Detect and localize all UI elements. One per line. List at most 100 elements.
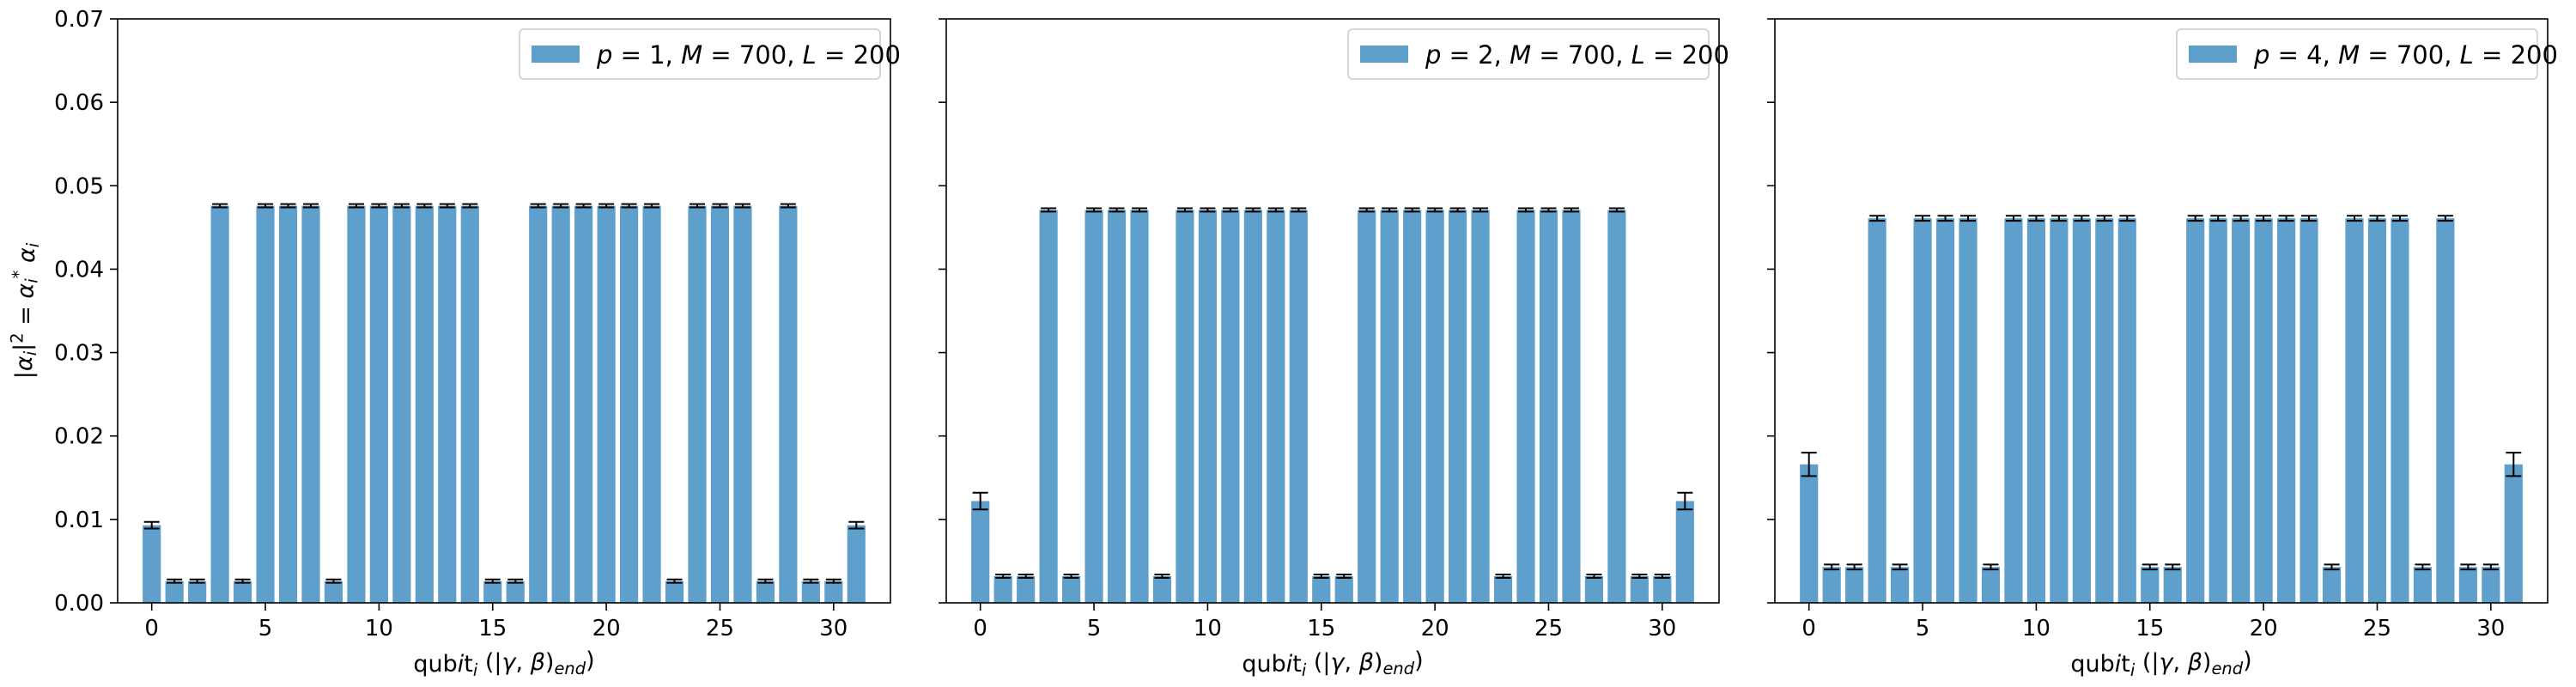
errorbar-qubit-4 — [1063, 573, 1079, 579]
errorbar-qubit-22 — [2301, 215, 2318, 222]
axes-frame — [1774, 18, 2549, 604]
x-axis-label: qubiti​ (|γ, β)end​) — [2070, 647, 2251, 680]
x-tick-label: 5 — [258, 616, 273, 641]
bar-qubit-14 — [2117, 218, 2136, 603]
errorbar-qubit-4 — [1892, 563, 1908, 571]
bar-qubit-11 — [2050, 218, 2069, 603]
bar-qubit-0 — [143, 525, 161, 603]
bar-qubit-25 — [1539, 210, 1558, 603]
legend-label: p = 2, M = 700, L = 200 — [1425, 40, 1729, 70]
bar-qubit-22 — [2300, 218, 2318, 603]
errorbar-qubit-5 — [258, 203, 274, 209]
y-tick-label: 0.04 — [54, 257, 104, 283]
bar-qubit-16 — [506, 581, 525, 603]
bar-qubit-10 — [2026, 218, 2045, 603]
bar-qubit-28 — [1607, 210, 1626, 603]
errorbar-qubit-13 — [439, 203, 455, 209]
errorbar-qubit-22 — [1473, 207, 1489, 213]
bar-qubit-23 — [665, 581, 684, 603]
errorbar-qubit-29 — [1631, 573, 1648, 579]
errorbar-qubit-27 — [757, 578, 774, 584]
errorbar-qubit-18 — [553, 203, 569, 209]
x-tick-label: 25 — [2363, 616, 2391, 641]
bar-qubit-4 — [1891, 567, 1910, 603]
errorbar-qubit-10 — [2028, 215, 2044, 222]
x-tick-label: 20 — [2250, 616, 2278, 641]
x-tick-label: 25 — [1534, 616, 1563, 641]
errorbar-qubit-15 — [2142, 563, 2158, 571]
bar-qubit-13 — [2095, 218, 2114, 603]
x-tick-label: 0 — [1801, 616, 1816, 641]
bar-qubit-20 — [597, 205, 616, 603]
x-tick-label: 5 — [1916, 616, 1930, 641]
errorbar-qubit-0 — [1801, 452, 1817, 477]
bar-qubit-31 — [847, 525, 866, 603]
errorbar-qubit-29 — [803, 578, 819, 584]
bar-qubit-9 — [2004, 218, 2023, 603]
bar-qubit-31 — [1675, 501, 1694, 603]
bar-qubit-3 — [1868, 218, 1886, 603]
bar-qubit-16 — [1334, 575, 1353, 603]
errorbar-qubit-28 — [1608, 207, 1625, 213]
bar-qubit-27 — [756, 581, 775, 603]
errorbar-qubit-14 — [2119, 215, 2136, 222]
legend: p = 2, M = 700, L = 200 — [1347, 28, 1729, 80]
errorbar-qubit-23 — [2324, 563, 2340, 571]
bar-qubit-19 — [2232, 218, 2251, 603]
x-tick-label: 25 — [706, 616, 734, 641]
bar-qubit-4 — [1062, 575, 1081, 603]
bar-qubit-5 — [1913, 218, 1932, 603]
errorbar-qubit-9 — [2005, 215, 2021, 222]
bar-qubit-7 — [1959, 218, 1978, 603]
x-tick-label: 15 — [2136, 616, 2164, 641]
x-tick-label: 30 — [1648, 616, 1676, 641]
errorbar-qubit-14 — [1291, 207, 1307, 213]
bar-qubit-8 — [1981, 567, 2001, 603]
errorbar-qubit-12 — [2074, 215, 2090, 222]
y-tick-label: 0.03 — [54, 341, 104, 367]
bar-qubit-23 — [2322, 567, 2342, 603]
bar-qubit-1 — [165, 581, 184, 603]
errorbar-qubit-2 — [189, 578, 205, 584]
bar-qubit-14 — [460, 205, 479, 603]
errorbar-qubit-3 — [212, 203, 228, 209]
errorbar-qubit-17 — [530, 203, 546, 209]
bar-qubit-26 — [733, 205, 752, 603]
errorbar-qubit-12 — [416, 203, 433, 209]
x-tick-label: 20 — [1421, 616, 1449, 641]
axes-frame — [945, 18, 1720, 604]
x-tick-label: 5 — [1087, 616, 1102, 641]
bar-qubit-21 — [1449, 210, 1467, 603]
errorbar-qubit-24 — [690, 203, 705, 209]
errorbar-qubit-25 — [2369, 215, 2385, 222]
bar-qubit-4 — [234, 581, 252, 603]
errorbar-qubit-26 — [2391, 215, 2408, 222]
bar-qubit-7 — [1130, 210, 1149, 603]
x-tick-label: 15 — [478, 616, 507, 641]
errorbar-qubit-29 — [2460, 563, 2476, 571]
errorbar-qubit-14 — [462, 203, 478, 209]
axes-frame — [117, 18, 891, 604]
errorbar-qubit-13 — [2096, 215, 2112, 222]
bar-qubit-10 — [369, 205, 388, 603]
bar-qubit-3 — [1039, 210, 1058, 603]
x-tick-label: 10 — [1194, 616, 1222, 641]
errorbar-qubit-30 — [2482, 563, 2499, 571]
bar-qubit-25 — [2367, 218, 2387, 603]
bar-qubit-21 — [2277, 218, 2296, 603]
errorbar-qubit-23 — [666, 578, 683, 584]
bar-qubit-8 — [324, 581, 343, 603]
bar-qubit-21 — [620, 205, 639, 603]
bar-qubit-19 — [574, 205, 593, 603]
errorbar-qubit-3 — [1869, 215, 1886, 222]
errorbar-qubit-0 — [143, 520, 160, 530]
legend: p = 4, M = 700, L = 200 — [2176, 28, 2558, 80]
errorbar-qubit-31 — [848, 520, 865, 530]
bar-qubit-9 — [347, 205, 366, 603]
errorbar-qubit-7 — [303, 203, 319, 209]
bar-qubit-18 — [1380, 210, 1399, 603]
bar-qubit-20 — [1425, 210, 1444, 603]
bar-qubit-1 — [1822, 567, 1841, 603]
errorbar-qubit-16 — [507, 578, 524, 584]
